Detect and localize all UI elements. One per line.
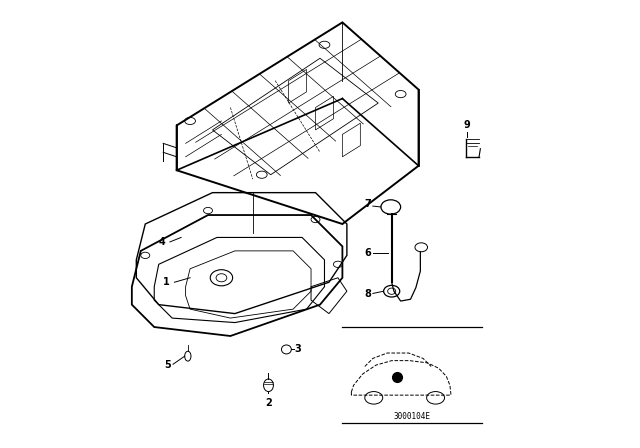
Text: 2: 2 bbox=[265, 398, 272, 408]
Text: 1: 1 bbox=[163, 277, 170, 287]
Text: 5: 5 bbox=[164, 360, 172, 370]
Text: 4: 4 bbox=[159, 237, 165, 247]
Text: 8: 8 bbox=[365, 289, 371, 299]
Text: 9: 9 bbox=[463, 120, 470, 130]
Text: 3000104E: 3000104E bbox=[394, 412, 430, 421]
Text: 3: 3 bbox=[294, 345, 301, 354]
Text: 6: 6 bbox=[365, 248, 371, 258]
Text: 7: 7 bbox=[365, 199, 371, 209]
